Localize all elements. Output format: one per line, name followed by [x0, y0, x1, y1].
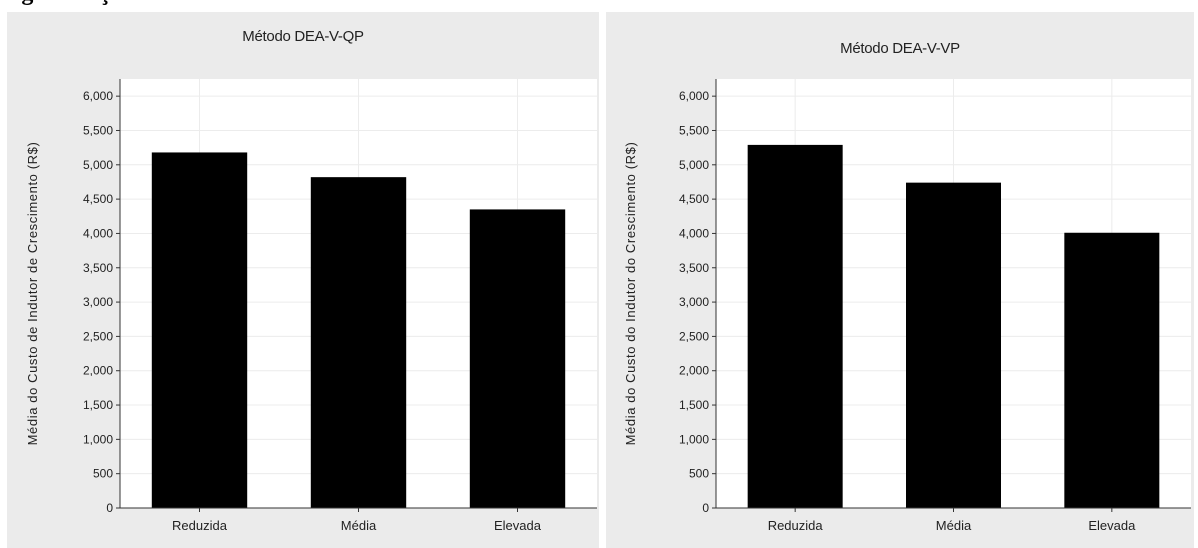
bar-chart-right: 0 500 1,000 1,500 2,000 2,500 3,000 3,500 4,000 4…	[623, 79, 1191, 533]
y-tick-label: 500	[689, 467, 709, 481]
bar	[151, 152, 248, 508]
chart-panel-left: Método DEA-V-QP 0 500 1,000 1,500 2,000 2,500…	[7, 12, 599, 548]
y-tick-label: 0	[106, 501, 113, 515]
y-tick-label: 5,500	[83, 123, 113, 137]
x-tick-label: Elevada	[1088, 518, 1136, 533]
y-tick-label: 2,500	[83, 329, 113, 343]
bar	[906, 182, 1001, 508]
x-tick-label: Elevada	[494, 518, 542, 533]
y-tick-label: 4,000	[679, 226, 709, 240]
chart-title: Método DEA-V-VP	[840, 40, 960, 57]
y-tick-label: 5,500	[679, 123, 709, 137]
x-tick-label: Média	[341, 518, 377, 533]
y-tick-label: 4,500	[83, 192, 113, 206]
bar	[469, 209, 566, 508]
y-tick-label: 3,500	[83, 261, 113, 275]
y-tick-label: 500	[93, 467, 113, 481]
bar	[1064, 232, 1160, 508]
y-axis-label: Média do Custo de Indutor de Crescimento…	[25, 142, 40, 446]
y-tick-label: 5,000	[83, 158, 113, 172]
x-tick-label: Reduzida	[768, 518, 824, 533]
y-tick-label: 3,000	[679, 295, 709, 309]
y-tick-label: 2,500	[679, 329, 709, 343]
x-tick-label: Reduzida	[172, 518, 228, 533]
y-tick-label: 3,000	[83, 295, 113, 309]
y-tick-label: 6,000	[83, 89, 113, 103]
x-tick-label: Média	[936, 518, 972, 533]
y-tick-label: 2,000	[83, 364, 113, 378]
y-tick-label: 5,000	[679, 158, 709, 172]
y-tick-label: 0	[702, 501, 709, 515]
y-tick-label: 4,500	[679, 192, 709, 206]
y-tick-label: 3,500	[679, 261, 709, 275]
bar-chart-left: 0 500 1,000 1,500 2,000 2,500 3,000 3,500 4,000 4…	[25, 79, 597, 533]
figure-caption: Figura ... ção	[0, 0, 134, 12]
y-tick-label: 1,500	[83, 398, 113, 412]
y-tick-label: 6,000	[679, 89, 709, 103]
y-tick-label: 1,500	[679, 398, 709, 412]
bar	[747, 144, 843, 508]
chart-panel-right: Método DEA-V-VP 0 500 1,000 1,500 2,000 2,500…	[606, 12, 1194, 548]
bar	[310, 177, 407, 508]
y-tick-label: 1,000	[679, 432, 709, 446]
y-tick-label: 2,000	[679, 364, 709, 378]
y-axis-label: Média do Custo do Indutor do Crescimento…	[623, 142, 638, 446]
y-tick-label: 4,000	[83, 226, 113, 240]
y-tick-label: 1,000	[83, 432, 113, 446]
chart-title: Método DEA-V-QP	[242, 28, 364, 45]
